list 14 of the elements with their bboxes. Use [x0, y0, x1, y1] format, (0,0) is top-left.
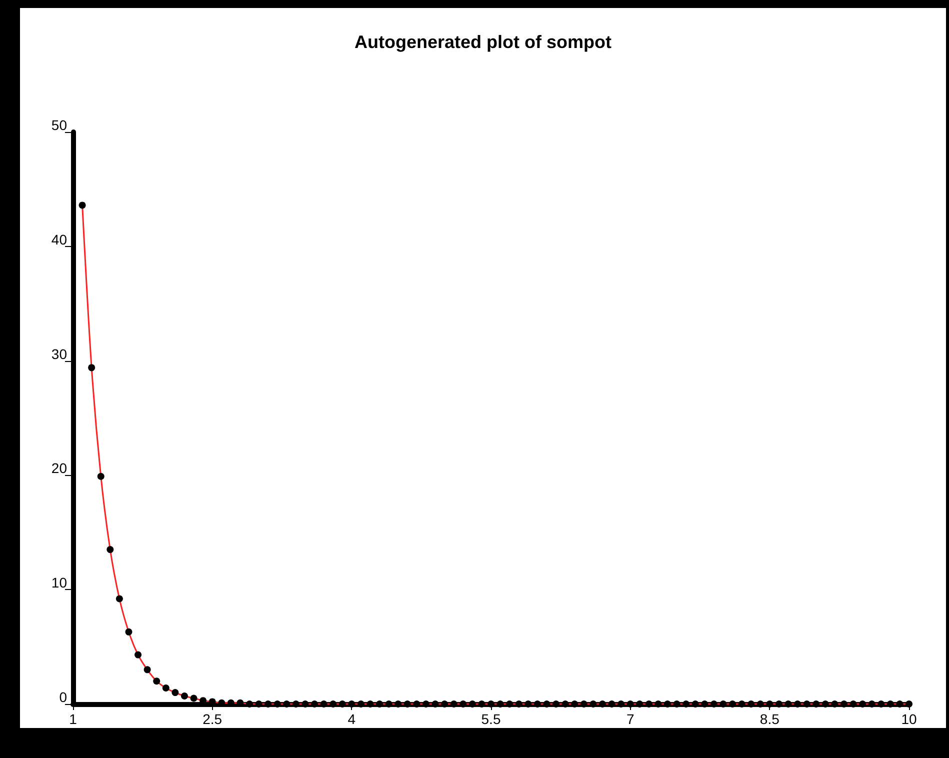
x-tick-label: 8.5: [760, 711, 780, 727]
y-tick-label: 40: [51, 231, 68, 248]
chart-title: Autogenerated plot of sompot: [354, 32, 612, 52]
y-tick-label: 50: [51, 117, 68, 133]
x-tick-label: 1: [69, 711, 78, 727]
x-tick-label: 2.5: [202, 711, 222, 727]
x-tick-label: 4: [348, 711, 356, 727]
x-tick-label: 7: [626, 711, 634, 727]
y-tick-label: 10: [51, 574, 68, 591]
x-tick-label: 5.5: [481, 711, 501, 727]
y-tick-label: 20: [51, 460, 68, 476]
y-tick-label: 0: [59, 689, 68, 705]
x-tick-label: 10: [901, 711, 917, 727]
y-tick-label: 30: [51, 346, 68, 362]
